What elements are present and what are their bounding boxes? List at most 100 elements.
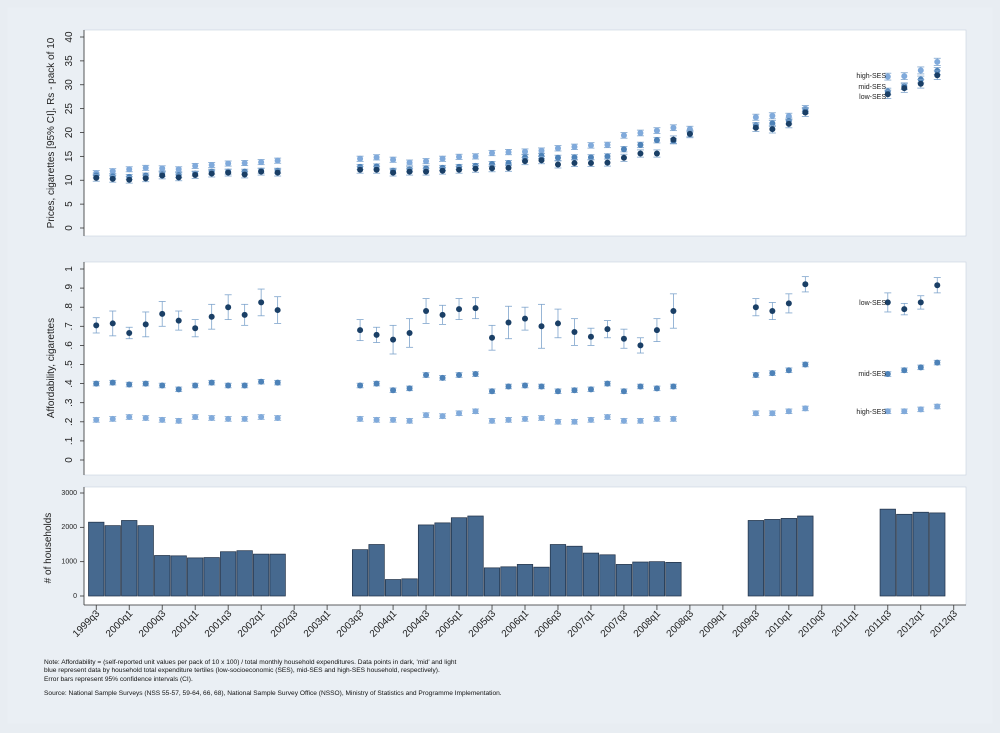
mid-SES-point	[439, 374, 446, 381]
low-SES-point	[505, 319, 512, 326]
affordability-panel: 0 .1 .2 .3 .4 .5 .6 .7 .8 .9 1 Affordability, cigar…	[46, 261, 967, 476]
low-SES-point	[126, 329, 133, 336]
mid-SES-point	[522, 382, 528, 389]
low-SES-point	[142, 321, 149, 328]
low-SES-point	[901, 306, 908, 313]
high-SES-point	[109, 415, 116, 422]
series-label-low-ses: low-SES	[859, 94, 886, 101]
high-SES-point	[489, 417, 496, 424]
mid-SES-point	[554, 154, 561, 161]
low-SES-point	[126, 176, 133, 183]
high-SES-point	[802, 405, 809, 412]
mid-SES-point	[752, 372, 759, 379]
y-tick-label: 20	[64, 127, 75, 139]
household-bar	[401, 578, 418, 597]
mid-SES-point	[423, 372, 430, 379]
household-bar	[879, 508, 896, 597]
y-tick-label: .2	[64, 417, 75, 426]
household-bar	[450, 517, 468, 597]
high-SES-point	[439, 413, 446, 420]
low-SES-point	[142, 175, 149, 182]
series-label-mid-ses: mid-SES	[858, 371, 886, 378]
low-SES-point	[604, 159, 611, 166]
low-SES-point	[522, 315, 528, 322]
mid-SES-point	[456, 372, 463, 379]
mid-SES-point	[934, 359, 941, 366]
y-tick-label: 35	[64, 55, 75, 67]
low-SES-point	[390, 336, 397, 343]
high-SES-point	[175, 166, 182, 173]
high-SES-point	[357, 155, 364, 162]
y-axis-label: Affordability, cigarettes	[46, 318, 57, 418]
household-bar	[187, 557, 204, 597]
mid-SES-point	[192, 382, 199, 389]
household-bar	[154, 555, 171, 597]
mid-SES-point	[357, 382, 364, 389]
y-axis-label: # of households	[43, 513, 54, 584]
mid-SES-point	[258, 378, 265, 385]
high-SES-point	[126, 414, 133, 421]
mid-SES-point	[142, 380, 149, 387]
plot-area	[83, 261, 967, 476]
household-bar	[582, 552, 600, 597]
household-bar	[747, 520, 764, 597]
y-tick-label: 0	[73, 593, 77, 600]
mid-SES-point	[802, 361, 809, 368]
low-SES-point	[159, 172, 166, 179]
series-label-high-ses: high-SES	[856, 409, 886, 416]
high-SES-point	[769, 112, 776, 119]
y-tick-label: 0	[64, 225, 75, 231]
mid-SES-point	[241, 382, 248, 389]
low-SES-point	[225, 169, 232, 176]
high-SES-point	[357, 415, 364, 422]
mid-SES-point	[538, 383, 545, 390]
low-SES-point	[769, 308, 776, 315]
mid-SES-point	[208, 379, 215, 386]
y-tick-label: .8	[64, 303, 75, 312]
source-line: Source: National Sample Surveys (NSS 55-…	[44, 690, 502, 697]
y-tick-label: 40	[64, 31, 75, 43]
mid-SES-point	[571, 387, 578, 394]
low-SES-point	[456, 166, 463, 173]
high-SES-point	[901, 408, 908, 415]
high-SES-point	[489, 150, 496, 157]
low-SES-point	[93, 174, 100, 181]
mid-SES-point	[472, 371, 479, 378]
low-SES-point	[587, 333, 594, 340]
household-bar	[500, 566, 517, 597]
high-SES-point	[159, 416, 166, 423]
high-SES-point	[670, 415, 677, 422]
series-label-low-ses: low-SES	[859, 300, 886, 307]
y-tick-label: .9	[64, 283, 75, 292]
low-SES-point	[752, 304, 759, 311]
mid-SES-point	[884, 371, 891, 378]
household-bar	[533, 566, 550, 597]
household-bar	[912, 511, 929, 597]
high-SES-point	[653, 127, 660, 134]
y-tick-label: .3	[64, 398, 75, 407]
mid-SES-point	[653, 385, 660, 392]
mid-SES-point	[604, 153, 611, 160]
low-SES-point	[208, 313, 215, 320]
low-SES-point	[653, 150, 660, 157]
low-SES-point	[373, 166, 380, 173]
low-SES-point	[620, 335, 627, 342]
mid-SES-point	[109, 379, 116, 386]
low-SES-point	[439, 167, 446, 174]
household-bar	[88, 521, 105, 597]
high-SES-point	[620, 132, 627, 139]
y-tick-label: 25	[64, 103, 75, 115]
high-SES-point	[686, 126, 693, 133]
low-SES-point	[175, 174, 182, 181]
high-SES-point	[620, 417, 627, 424]
high-SES-point	[406, 159, 413, 166]
high-SES-point	[241, 415, 248, 422]
high-SES-point	[241, 160, 248, 167]
low-SES-point	[109, 175, 116, 182]
note-line-1: Note: Affordability = (self-reported uni…	[44, 659, 457, 666]
notes-block: Note: Affordability = (self-reported uni…	[44, 659, 456, 684]
note-line-3: Error bars represent 95% confidence inte…	[44, 675, 193, 683]
high-SES-point	[373, 416, 380, 423]
y-tick-label: .5	[64, 360, 75, 369]
high-SES-point	[109, 168, 116, 175]
